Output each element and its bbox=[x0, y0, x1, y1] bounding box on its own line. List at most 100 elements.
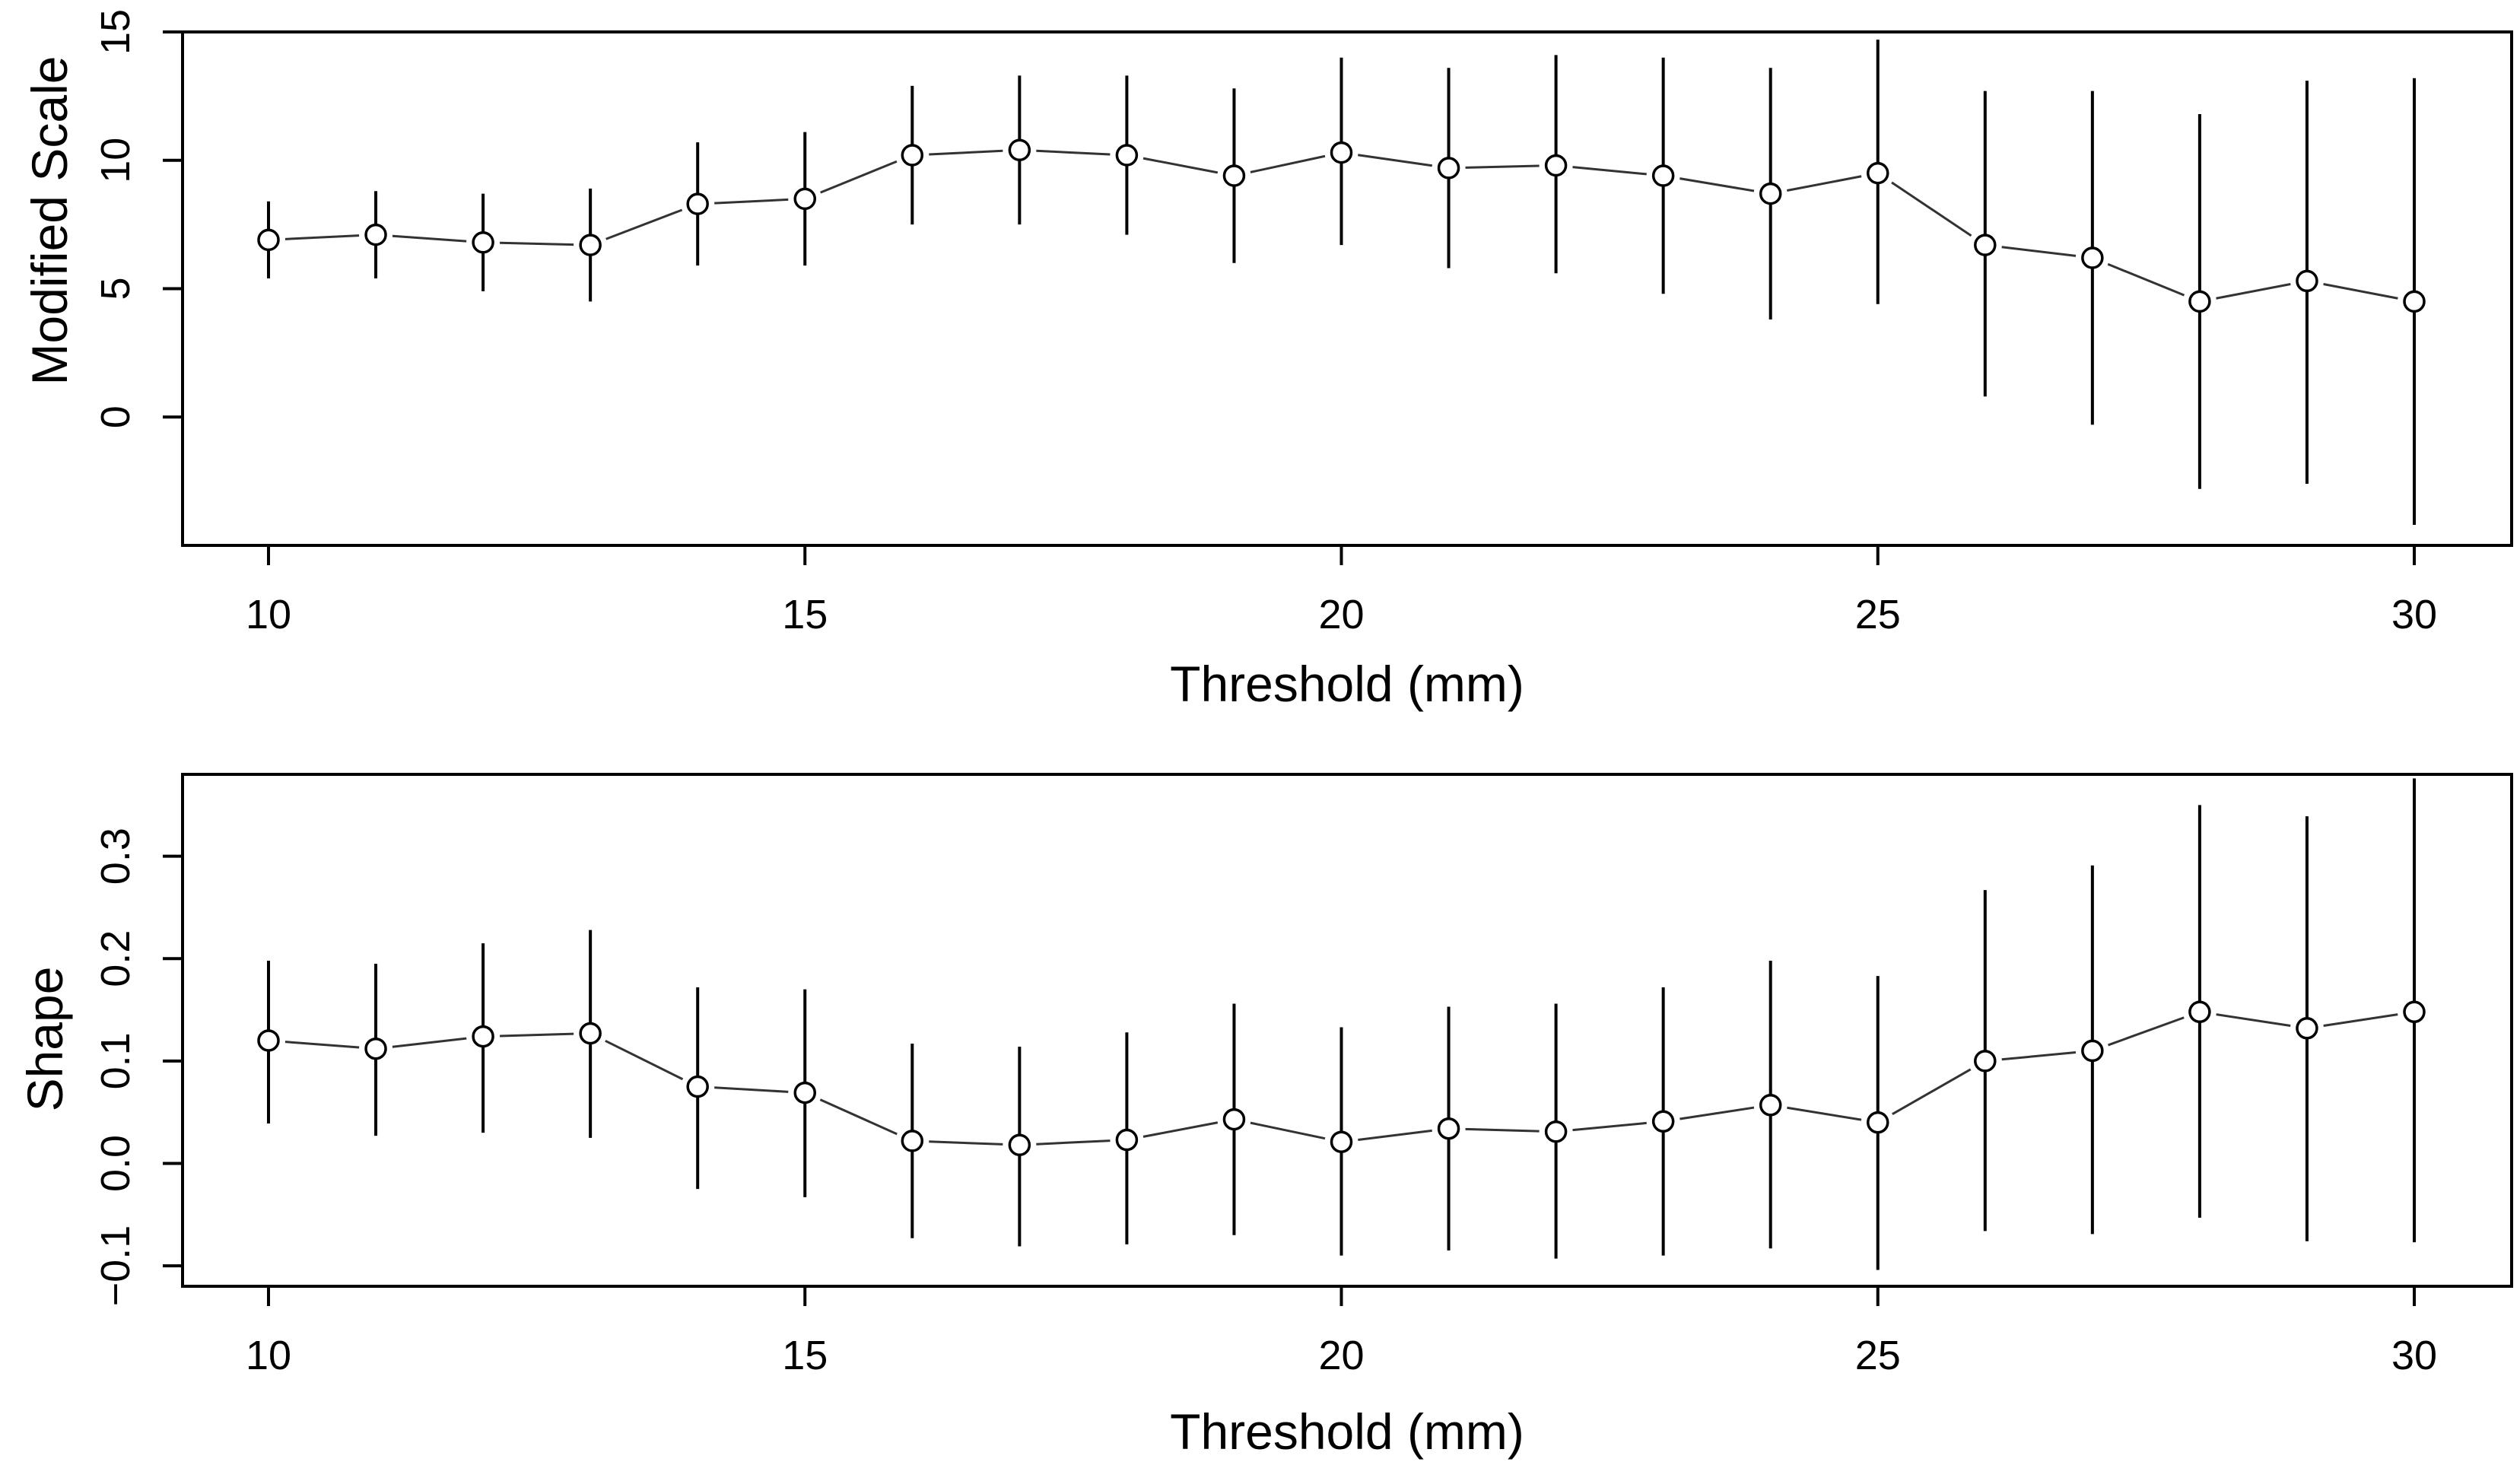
modified-scale-panel: 10 15 20 25 30 0 5 10 15 Threshold (mm) Modifie… bbox=[21, 9, 2513, 712]
shape-points bbox=[257, 1000, 2426, 1157]
modified-scale-data-point bbox=[1437, 157, 1460, 180]
modified-scale-y-tick-label: 10 bbox=[93, 138, 138, 183]
shape-line-segment bbox=[1892, 1068, 1972, 1116]
modified-scale-x-axis: 10 15 20 25 30 bbox=[246, 544, 2437, 637]
modified-scale-line-segment bbox=[820, 160, 898, 194]
modified-scale-line-segment bbox=[1142, 157, 1219, 174]
shape-data-point bbox=[1867, 1111, 1889, 1134]
modified-scale-data-point bbox=[2081, 246, 2104, 269]
modified-scale-data-point bbox=[793, 187, 816, 211]
shape-line-segment bbox=[2216, 1013, 2291, 1027]
shape-data-point bbox=[686, 1075, 709, 1098]
shape-x-tick-label: 20 bbox=[1318, 1333, 1364, 1378]
modified-scale-x-tick-label: 20 bbox=[1318, 592, 1364, 637]
shape-data-point bbox=[2296, 1017, 2318, 1040]
modified-scale-data-point bbox=[364, 223, 387, 246]
modified-scale-data-point bbox=[1115, 144, 1139, 167]
shape-panel: 10 15 20 25 30 −0.1 0.0 0.1 0.2 0.3 Threshold (m… bbox=[17, 773, 2513, 1460]
shape-y-tick-label: −0.1 bbox=[93, 1225, 138, 1307]
shape-data-point bbox=[2188, 1000, 2211, 1024]
shape-line-segment bbox=[1679, 1106, 1755, 1120]
modified-scale-line-segment bbox=[2107, 262, 2185, 297]
shape-line-segment bbox=[819, 1098, 898, 1136]
modified-scale-x-tick-label: 30 bbox=[2391, 592, 2437, 637]
shape-line-segment bbox=[2108, 1016, 2185, 1047]
shape-line-segment bbox=[1572, 1121, 1647, 1132]
modified-scale-series-line bbox=[284, 149, 2398, 300]
modified-scale-data-point bbox=[1222, 164, 1246, 187]
shape-data-point bbox=[472, 1025, 494, 1048]
modified-scale-line-segment bbox=[2001, 246, 2077, 257]
modified-scale-data-point bbox=[1759, 182, 1782, 205]
modified-scale-line-segment bbox=[929, 149, 1003, 156]
shape-line-segment bbox=[392, 1037, 467, 1048]
modified-scale-data-point bbox=[472, 231, 494, 254]
modified-scale-data-point bbox=[2403, 290, 2426, 313]
shape-data-point bbox=[1544, 1120, 1568, 1143]
shape-line-segment bbox=[284, 1041, 360, 1049]
shape-x-tick-label: 30 bbox=[2391, 1333, 2437, 1378]
shape-x-tick-label: 15 bbox=[782, 1333, 828, 1378]
modified-scale-line-segment bbox=[500, 241, 574, 246]
modified-scale-data-point bbox=[1867, 161, 1889, 185]
shape-data-point bbox=[793, 1081, 816, 1104]
shape-x-tick-label: 25 bbox=[1855, 1333, 1901, 1378]
modified-scale-line-segment bbox=[714, 198, 789, 205]
modified-scale-line-segment bbox=[1679, 177, 1755, 192]
shape-data-point bbox=[579, 1022, 602, 1045]
shape-line-segment bbox=[1358, 1129, 1432, 1141]
modified-scale-x-axis-title: Threshold (mm) bbox=[1170, 656, 1524, 712]
shape-y-tick-label: 0.3 bbox=[93, 828, 138, 885]
modified-scale-x-tick-label: 15 bbox=[782, 592, 828, 637]
shape-y-axis: −0.1 0.0 0.1 0.2 0.3 bbox=[93, 828, 183, 1306]
shape-data-point bbox=[1222, 1108, 1246, 1131]
shape-y-axis-title: Shape bbox=[17, 967, 73, 1112]
shape-line-segment bbox=[929, 1140, 1003, 1146]
modified-scale-line-segment bbox=[1250, 154, 1326, 173]
shape-y-tick-label: 0.0 bbox=[93, 1135, 138, 1192]
shape-data-point bbox=[1115, 1128, 1139, 1152]
shape-series-line bbox=[284, 1013, 2398, 1146]
shape-data-point bbox=[1437, 1117, 1460, 1140]
shape-plot-frame bbox=[181, 773, 2513, 1288]
shape-data-point bbox=[1008, 1133, 1031, 1157]
modified-scale-y-axis-title: Modified Scale bbox=[21, 56, 78, 386]
modified-scale-points bbox=[257, 138, 2426, 313]
modified-scale-y-tick-label: 15 bbox=[93, 9, 138, 55]
modified-scale-line-segment bbox=[1358, 154, 1432, 167]
shape-y-tick-label: 0.1 bbox=[93, 1032, 138, 1089]
shape-line-segment bbox=[1787, 1106, 1862, 1121]
shape-x-axis: 10 15 20 25 30 bbox=[246, 1285, 2437, 1378]
modified-scale-data-point bbox=[686, 192, 709, 215]
shape-line-segment bbox=[2001, 1051, 2077, 1061]
modified-scale-data-point bbox=[579, 234, 602, 256]
modified-scale-line-segment bbox=[605, 208, 683, 240]
shape-data-point bbox=[1651, 1110, 1675, 1133]
shape-data-point bbox=[2403, 1000, 2426, 1024]
modified-scale-line-segment bbox=[2216, 283, 2291, 300]
shape-line-segment bbox=[500, 1032, 574, 1038]
modified-scale-data-point bbox=[257, 228, 280, 252]
modified-scale-line-segment bbox=[1787, 175, 1862, 192]
modified-scale-line-segment bbox=[1891, 181, 1972, 237]
modified-scale-data-point bbox=[2188, 290, 2211, 313]
modified-scale-line-segment bbox=[1036, 149, 1111, 156]
modified-scale-x-tick-label: 25 bbox=[1855, 592, 1901, 637]
modified-scale-data-point bbox=[1330, 141, 1353, 164]
modified-scale-x-tick-label: 10 bbox=[246, 592, 291, 637]
modified-scale-line-segment bbox=[2323, 283, 2398, 300]
modified-scale-y-tick-label: 5 bbox=[93, 277, 138, 300]
modified-scale-line-segment bbox=[284, 234, 360, 240]
shape-line-segment bbox=[2323, 1013, 2398, 1027]
modified-scale-error-bars bbox=[267, 40, 2416, 525]
shape-line-segment bbox=[1465, 1127, 1540, 1133]
shape-y-tick-label: 0.2 bbox=[93, 930, 138, 987]
shape-line-segment bbox=[714, 1086, 789, 1093]
modified-scale-data-point bbox=[901, 144, 924, 167]
modified-scale-data-point bbox=[1974, 234, 1997, 256]
shape-data-point bbox=[364, 1037, 387, 1060]
shape-data-point bbox=[1974, 1050, 1997, 1073]
modified-scale-line-segment bbox=[392, 234, 467, 243]
shape-line-segment bbox=[1036, 1139, 1111, 1146]
